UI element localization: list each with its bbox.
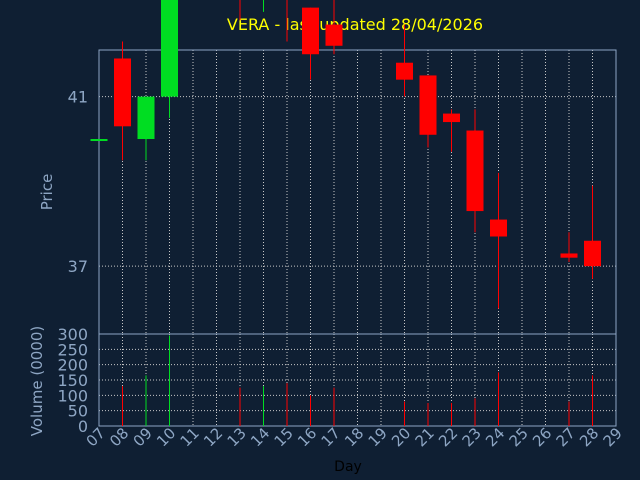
volume-tick-label: 0 xyxy=(78,417,88,436)
candle xyxy=(466,109,484,233)
candlestick-series xyxy=(90,0,601,309)
price-tick-label: 41 xyxy=(68,88,88,107)
candle xyxy=(90,139,108,142)
volume-tick-label: 250 xyxy=(57,340,88,359)
volume-tick-label: 100 xyxy=(57,386,88,405)
volume-tick-label: 300 xyxy=(57,325,88,344)
volume-tick-label: 50 xyxy=(68,402,88,421)
candle-body xyxy=(560,253,578,258)
candle xyxy=(419,75,437,148)
candle xyxy=(239,0,241,21)
price-tick-label: 37 xyxy=(68,257,88,276)
candle-body xyxy=(490,219,507,237)
candle xyxy=(396,24,413,97)
candle xyxy=(286,0,288,42)
candle xyxy=(443,109,460,152)
candle xyxy=(137,96,155,161)
day-tick-labels: 0708091011121314151617181920212223242526… xyxy=(83,424,626,450)
candle-body xyxy=(419,75,437,135)
candle xyxy=(560,232,578,262)
candle-body xyxy=(137,96,155,140)
candle xyxy=(302,7,319,80)
volume-series xyxy=(122,335,593,426)
candle xyxy=(490,172,507,309)
candle-body xyxy=(466,130,484,212)
price-axis-label: Price xyxy=(38,174,56,211)
volume-tick-label: 200 xyxy=(57,356,88,375)
candle-body xyxy=(302,7,319,55)
volume-grid xyxy=(99,334,616,426)
volume-tick-label: 150 xyxy=(57,371,88,390)
day-axis-label: Day xyxy=(334,459,362,475)
candle xyxy=(114,41,131,161)
candle xyxy=(325,0,343,55)
price-tick-labels: 37414549 xyxy=(68,88,88,277)
candle-body xyxy=(584,240,601,267)
volume-axis-label: Volume (0000) xyxy=(28,326,46,436)
candle-body xyxy=(325,24,343,46)
candle-body xyxy=(90,139,108,142)
candle-body xyxy=(161,0,178,97)
candle xyxy=(161,0,178,118)
chart-title: VERA - last updated 28/04/2026 xyxy=(227,15,483,34)
candle-body xyxy=(443,113,460,123)
volume-plot-frame xyxy=(98,333,617,427)
candle-body xyxy=(396,62,413,80)
candle-body xyxy=(114,58,131,127)
candle xyxy=(584,185,601,279)
